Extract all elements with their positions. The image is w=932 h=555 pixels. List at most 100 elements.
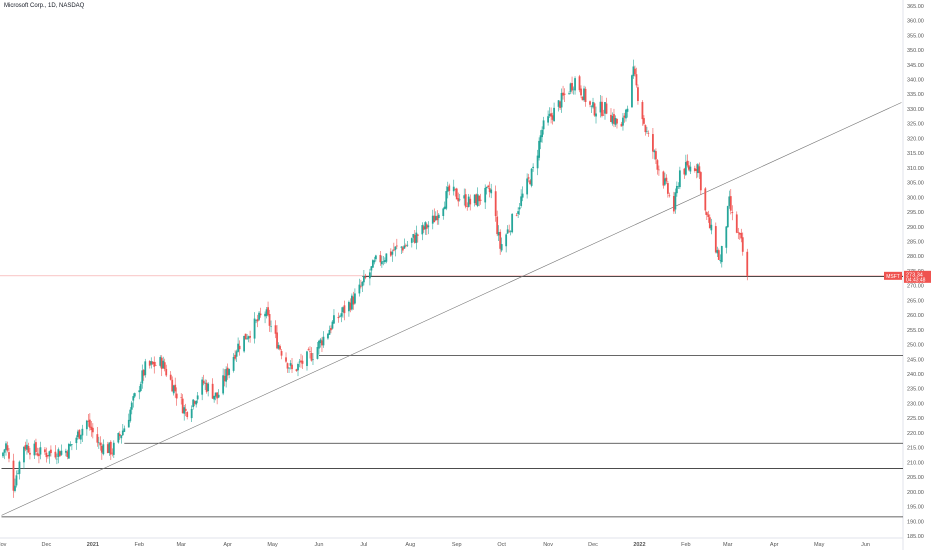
candle-body <box>735 214 738 233</box>
candle-body <box>590 105 593 107</box>
candle-body <box>75 437 78 444</box>
candle-body <box>207 383 210 392</box>
candle-body <box>391 251 394 255</box>
candle-body <box>584 88 587 102</box>
x-tick-label: Apr <box>223 542 232 548</box>
candle-body <box>475 194 478 205</box>
candle-body <box>38 454 40 457</box>
candle-body <box>213 395 216 400</box>
candle-body <box>646 131 648 133</box>
candle-body <box>626 108 629 112</box>
candle-body <box>707 214 710 218</box>
candle-body <box>454 188 457 190</box>
candle-body <box>538 140 541 158</box>
candle-body <box>47 455 49 457</box>
candle-body <box>108 442 111 453</box>
x-tick-label: Dec <box>588 542 598 548</box>
candle-body <box>536 155 539 169</box>
candle-body <box>672 196 675 212</box>
candle-body <box>141 370 144 384</box>
candle-body <box>392 249 395 251</box>
candle-body <box>521 193 524 198</box>
candle-body <box>548 113 551 117</box>
y-tick-label: 360.00 <box>907 19 924 25</box>
candle-body <box>662 171 665 186</box>
candle-body <box>599 101 602 113</box>
candle-body <box>710 224 713 231</box>
candle-body <box>695 169 698 171</box>
y-tick-label: 250.00 <box>907 343 924 349</box>
candle-body <box>120 435 123 439</box>
candle-body <box>265 309 268 317</box>
candle-body <box>36 453 39 456</box>
candle-body <box>235 351 238 357</box>
candle-body <box>708 217 711 229</box>
candle-body <box>328 329 331 335</box>
candle-body <box>467 196 470 207</box>
y-tick-label: 270.00 <box>907 284 924 290</box>
candle-body <box>348 301 350 312</box>
candle-body <box>56 458 58 460</box>
candle-body <box>286 363 289 369</box>
candle-body <box>550 113 552 117</box>
candle-body <box>716 250 719 254</box>
candle-body <box>374 255 377 260</box>
y-tick-label: 210.00 <box>907 460 924 466</box>
candle-body <box>331 321 334 329</box>
candle-body <box>625 109 627 119</box>
y-tick-label: 205.00 <box>907 475 924 481</box>
candle-body <box>8 452 10 459</box>
candle-body <box>370 266 373 271</box>
candle-body <box>500 244 503 251</box>
candle-body <box>163 362 166 370</box>
candle-body <box>354 293 356 304</box>
candle-body <box>547 116 549 123</box>
candle-body <box>184 408 187 411</box>
candle-body <box>592 102 594 108</box>
x-tick-label: Nov <box>0 542 7 548</box>
candle-body <box>78 429 81 439</box>
x-tick-label: Apr <box>770 542 779 548</box>
candle-body <box>193 401 196 404</box>
candle-body <box>602 114 605 116</box>
candle-body <box>677 186 680 187</box>
candle-body <box>100 445 103 453</box>
candle-body <box>610 114 612 123</box>
x-tick-label: Aug <box>405 542 415 548</box>
candle-body <box>151 361 154 364</box>
candle-body <box>520 196 523 206</box>
candle-body <box>247 336 250 339</box>
candle-body <box>102 444 105 455</box>
candle-body <box>192 399 195 408</box>
candle-body <box>205 382 208 392</box>
candle-body <box>737 232 740 233</box>
candle-body <box>499 231 502 249</box>
candle-body <box>150 361 153 365</box>
candle-body <box>421 225 424 235</box>
candle-body <box>568 93 570 95</box>
candle-body <box>50 449 52 454</box>
candle-body <box>717 250 720 260</box>
candle-body <box>237 343 240 352</box>
candle-body <box>297 364 299 371</box>
y-tick-label: 320.00 <box>907 136 924 142</box>
candle-body <box>684 162 687 175</box>
candle-body <box>738 233 741 235</box>
candle-body <box>259 313 262 316</box>
x-tick-label: Nov <box>543 542 553 548</box>
y-tick-label: 305.00 <box>907 181 924 187</box>
candle-body <box>634 68 636 75</box>
candle-body <box>466 206 469 207</box>
candle-body <box>658 169 660 171</box>
candle-body <box>195 400 198 405</box>
candle-body <box>174 384 177 392</box>
candle-body <box>202 380 205 384</box>
candle-body <box>530 168 533 186</box>
candle-body <box>463 195 466 199</box>
trend-line[interactable] <box>1 102 902 516</box>
candle-body <box>162 360 165 369</box>
candle-body <box>410 238 413 243</box>
candle-body <box>415 232 418 243</box>
